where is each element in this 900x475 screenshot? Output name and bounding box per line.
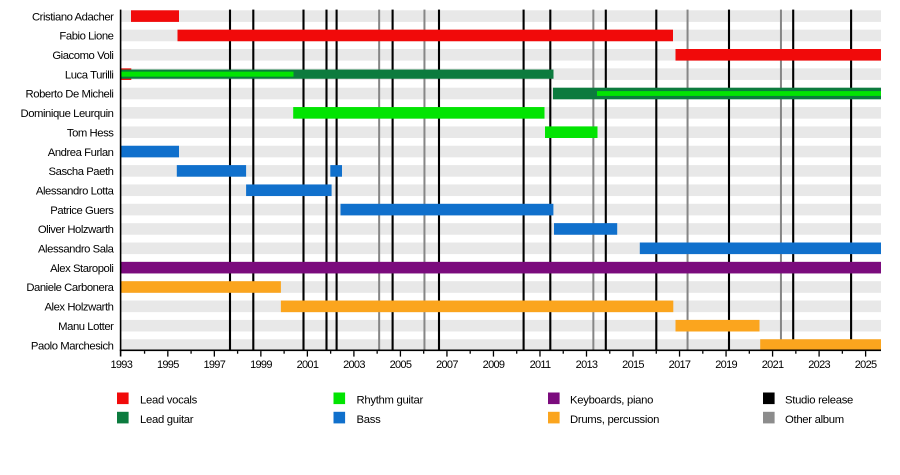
svg-text:Roberto De Micheli: Roberto De Micheli: [26, 89, 114, 101]
svg-text:Sascha Paeth: Sascha Paeth: [49, 166, 114, 178]
svg-text:2017: 2017: [669, 359, 691, 371]
svg-text:Tom Hess: Tom Hess: [67, 127, 114, 139]
svg-text:Alessandro Sala: Alessandro Sala: [38, 244, 115, 256]
svg-text:1999: 1999: [250, 359, 272, 371]
svg-text:Giacomo Voli: Giacomo Voli: [52, 50, 113, 62]
svg-text:Alex Holzwarth: Alex Holzwarth: [44, 302, 113, 314]
svg-text:2009: 2009: [483, 359, 505, 371]
svg-text:2005: 2005: [390, 359, 412, 371]
svg-text:Lead vocals: Lead vocals: [140, 395, 198, 407]
svg-text:2001: 2001: [297, 359, 319, 371]
svg-text:Drums, percussion: Drums, percussion: [570, 414, 659, 426]
svg-text:2023: 2023: [808, 359, 830, 371]
svg-text:2003: 2003: [343, 359, 365, 371]
svg-text:Lead guitar: Lead guitar: [140, 414, 194, 426]
svg-text:Alessandro Lotta: Alessandro Lotta: [36, 185, 115, 197]
svg-text:1995: 1995: [157, 359, 179, 371]
svg-text:2015: 2015: [622, 359, 644, 371]
svg-text:Fabio Lione: Fabio Lione: [59, 31, 113, 43]
svg-text:1997: 1997: [203, 359, 225, 371]
svg-text:Keyboards, piano: Keyboards, piano: [570, 395, 653, 407]
svg-text:Bass: Bass: [357, 414, 382, 426]
svg-text:Cristiano Adacher: Cristiano Adacher: [32, 11, 114, 23]
svg-text:2007: 2007: [436, 359, 458, 371]
svg-text:Dominique Leurquin: Dominique Leurquin: [20, 108, 113, 120]
svg-text:Patrice Guers: Patrice Guers: [50, 205, 114, 217]
svg-text:Paolo Marchesich: Paolo Marchesich: [31, 340, 114, 352]
svg-text:1993: 1993: [110, 359, 132, 371]
svg-text:2021: 2021: [762, 359, 784, 371]
svg-text:Daniele Carbonera: Daniele Carbonera: [26, 282, 114, 294]
svg-text:Andrea Furlan: Andrea Furlan: [48, 147, 114, 159]
svg-text:2013: 2013: [576, 359, 598, 371]
svg-text:Other album: Other album: [785, 414, 844, 426]
svg-text:Luca Turilli: Luca Turilli: [65, 69, 114, 81]
svg-text:Rhythm guitar: Rhythm guitar: [357, 395, 424, 407]
svg-text:Oliver Holzwarth: Oliver Holzwarth: [38, 224, 114, 236]
svg-text:2019: 2019: [715, 359, 737, 371]
svg-text:Studio release: Studio release: [785, 395, 853, 407]
svg-text:2025: 2025: [855, 359, 877, 371]
svg-text:Manu Lotter: Manu Lotter: [58, 321, 114, 333]
svg-text:2011: 2011: [530, 359, 551, 371]
svg-text:Alex Staropoli: Alex Staropoli: [50, 263, 113, 275]
